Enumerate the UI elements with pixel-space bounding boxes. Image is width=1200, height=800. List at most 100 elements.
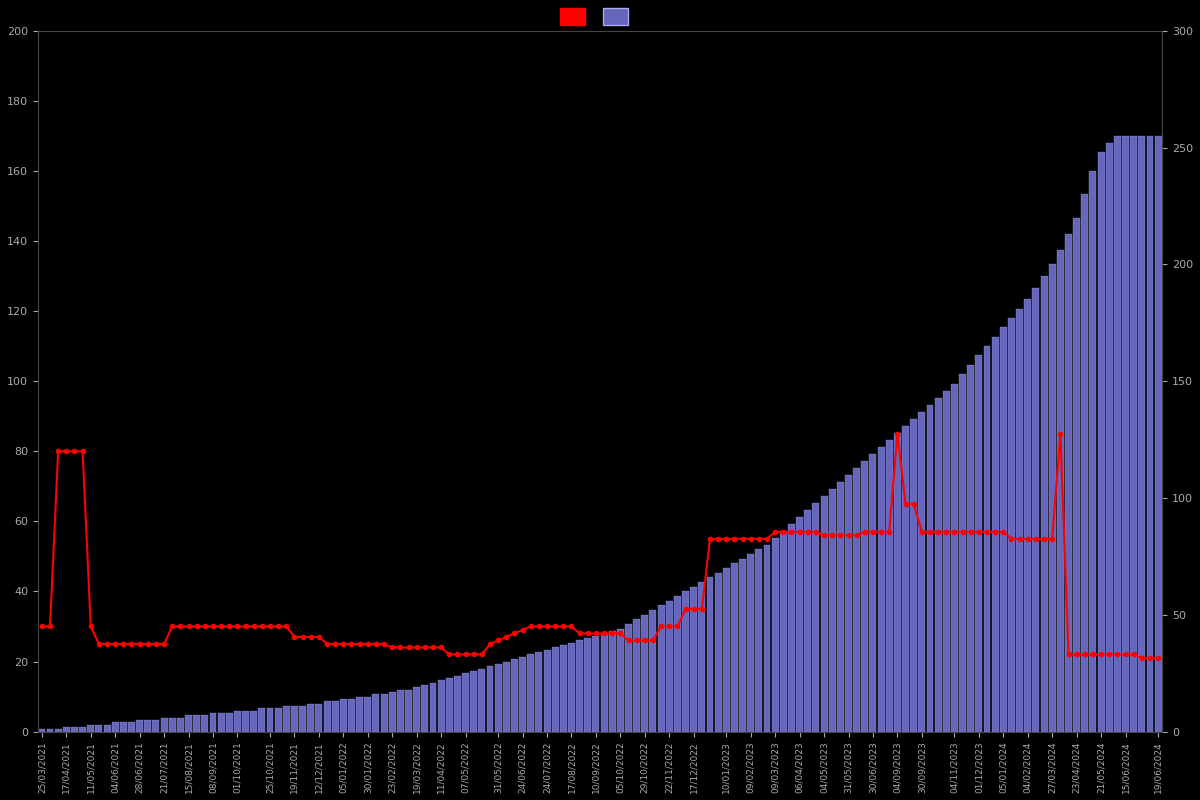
Bar <box>1066 234 1072 731</box>
Bar <box>877 446 884 731</box>
Bar <box>748 554 754 731</box>
Bar <box>136 720 143 731</box>
Bar <box>821 496 828 731</box>
Bar <box>88 725 95 731</box>
Bar <box>316 703 323 731</box>
Bar <box>1000 327 1007 731</box>
Bar <box>430 682 437 731</box>
Bar <box>1057 250 1064 731</box>
Bar <box>959 374 966 731</box>
Bar <box>1114 136 1121 731</box>
Bar <box>96 725 102 731</box>
Bar <box>372 694 379 731</box>
Bar <box>576 641 583 731</box>
Bar <box>324 702 330 731</box>
Bar <box>943 390 949 731</box>
Bar <box>731 563 738 731</box>
Bar <box>283 706 289 731</box>
Bar <box>47 730 54 731</box>
Bar <box>413 687 420 731</box>
Bar <box>535 652 542 731</box>
Bar <box>152 720 160 731</box>
Bar <box>845 474 852 731</box>
Bar <box>918 411 925 731</box>
Bar <box>911 418 917 731</box>
Bar <box>438 680 444 731</box>
Bar <box>520 657 526 731</box>
Bar <box>1154 136 1162 731</box>
Bar <box>356 697 364 731</box>
Bar <box>503 662 510 731</box>
Bar <box>698 582 706 731</box>
Bar <box>38 730 46 731</box>
Bar <box>494 664 502 731</box>
Bar <box>1146 136 1153 731</box>
Bar <box>1105 143 1112 731</box>
Bar <box>144 720 151 731</box>
Bar <box>161 718 168 731</box>
Bar <box>707 578 714 731</box>
Bar <box>242 710 250 731</box>
Bar <box>1081 194 1088 731</box>
Bar <box>1049 264 1056 731</box>
Bar <box>674 596 680 731</box>
Bar <box>406 690 412 731</box>
Bar <box>862 461 869 731</box>
Bar <box>1139 136 1145 731</box>
Bar <box>894 433 901 731</box>
Bar <box>397 690 404 731</box>
Bar <box>62 727 70 731</box>
Bar <box>950 383 958 731</box>
Bar <box>690 586 697 731</box>
Bar <box>780 530 787 731</box>
Bar <box>756 550 762 731</box>
Bar <box>886 439 893 731</box>
Bar <box>454 675 461 731</box>
Bar <box>625 624 632 731</box>
Bar <box>796 517 803 731</box>
Bar <box>462 673 469 731</box>
Bar <box>976 355 983 731</box>
Bar <box>169 718 175 731</box>
Bar <box>527 654 534 731</box>
Bar <box>991 337 998 731</box>
Bar <box>275 708 282 731</box>
Bar <box>421 685 428 731</box>
Bar <box>71 727 78 731</box>
Bar <box>1025 299 1031 731</box>
Bar <box>1073 218 1080 731</box>
Bar <box>202 715 209 731</box>
Bar <box>634 619 640 731</box>
Bar <box>217 713 224 731</box>
Bar <box>470 671 478 731</box>
Bar <box>299 706 306 731</box>
Bar <box>210 713 216 731</box>
Bar <box>641 614 648 731</box>
Bar <box>739 558 746 731</box>
Bar <box>1016 309 1024 731</box>
Bar <box>649 610 656 731</box>
Bar <box>584 638 592 731</box>
Bar <box>870 454 876 731</box>
Bar <box>79 727 86 731</box>
Bar <box>1040 276 1048 731</box>
Bar <box>804 510 811 731</box>
Legend: , : , <box>554 2 646 30</box>
Bar <box>722 568 730 731</box>
Bar <box>1130 136 1138 731</box>
Bar <box>331 702 338 731</box>
Bar <box>836 482 844 731</box>
Bar <box>176 718 184 731</box>
Bar <box>1032 288 1039 731</box>
Bar <box>829 489 835 731</box>
Bar <box>560 645 566 731</box>
Bar <box>788 524 794 731</box>
Bar <box>608 631 616 731</box>
Bar <box>486 666 493 731</box>
Bar <box>658 606 665 731</box>
Bar <box>617 629 624 731</box>
Bar <box>234 710 241 731</box>
Bar <box>128 722 134 731</box>
Bar <box>763 545 770 731</box>
Bar <box>544 650 551 731</box>
